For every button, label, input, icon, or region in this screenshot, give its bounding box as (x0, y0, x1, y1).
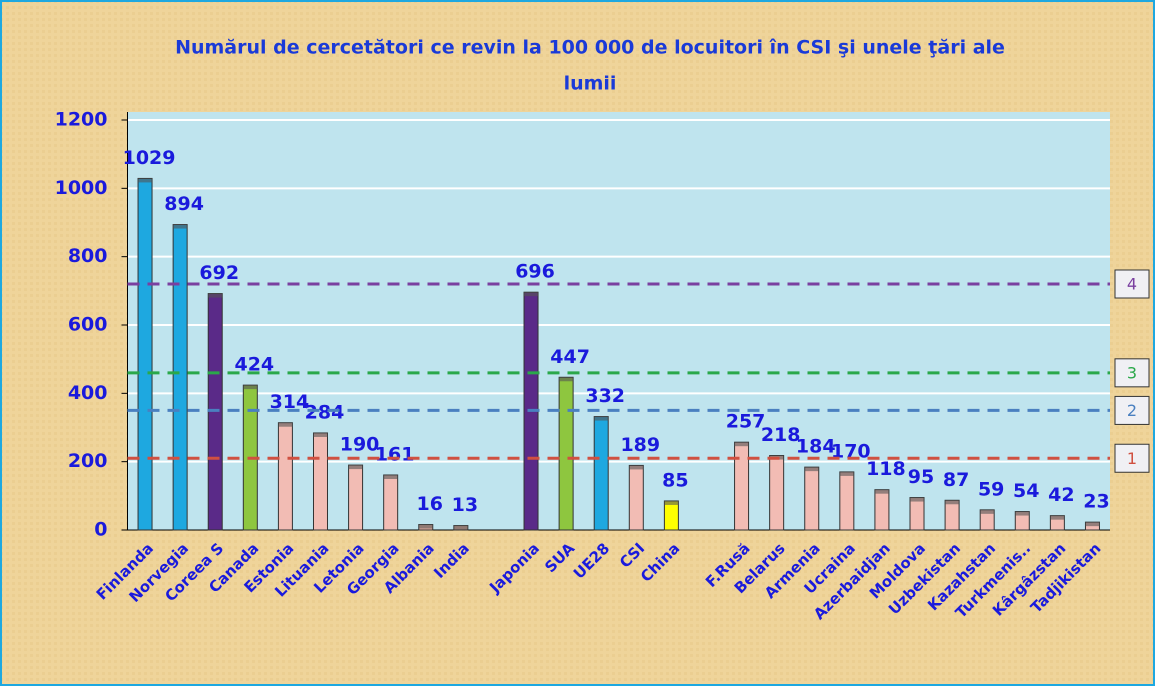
bar-cap (138, 178, 153, 183)
value-label: 54 (1013, 480, 1039, 502)
value-label: 95 (908, 466, 934, 488)
value-label: 692 (199, 262, 239, 284)
bar-cap (348, 465, 363, 470)
bar (277, 422, 293, 531)
value-label: 218 (761, 424, 801, 446)
reference-label: 1 (1127, 449, 1137, 468)
bar (874, 489, 890, 531)
bar (769, 455, 785, 531)
bar-cap (734, 442, 749, 447)
bar-cap (1015, 511, 1030, 516)
bar-cap (243, 385, 258, 390)
bar-cap (980, 509, 995, 514)
value-label: 170 (831, 440, 871, 462)
bar (137, 177, 153, 531)
value-label: 894 (164, 193, 204, 215)
bar (663, 500, 679, 531)
value-label: 696 (515, 261, 555, 283)
reference-box (1114, 443, 1150, 473)
value-label: 59 (978, 478, 1004, 500)
bar-cap (874, 489, 889, 494)
y-tick-label: 600 (68, 314, 108, 336)
bar (734, 441, 750, 531)
bar-cap (664, 500, 679, 505)
plot-area (127, 112, 1110, 530)
bar-cap (313, 432, 328, 437)
value-label: 16 (417, 493, 443, 515)
bar-cap (173, 224, 188, 229)
bar-cap (594, 416, 609, 421)
value-label: 314 (270, 391, 310, 413)
bar-cap (278, 422, 293, 427)
value-label: 87 (943, 469, 969, 491)
value-label: 447 (550, 346, 590, 368)
bar-cap (839, 471, 854, 476)
bar-cap (418, 524, 433, 529)
reference-box (1114, 358, 1150, 388)
value-label: 184 (796, 436, 836, 458)
bar-cap (208, 293, 223, 298)
value-label: 118 (866, 458, 906, 480)
value-label: 13 (452, 494, 478, 516)
bar (628, 464, 644, 531)
reference-label: 2 (1127, 401, 1137, 420)
bar-cap (524, 292, 539, 297)
y-tick-label: 1000 (55, 177, 108, 199)
bar (593, 416, 609, 531)
reference-box (1114, 269, 1150, 299)
bar (172, 224, 188, 531)
bar (348, 464, 364, 531)
value-label: 424 (234, 354, 274, 376)
bar-cap (629, 465, 644, 470)
bar-cap (1050, 515, 1065, 520)
reference-label: 3 (1127, 363, 1137, 382)
y-tick-label: 0 (94, 519, 107, 541)
bar (909, 497, 925, 531)
chart-title: lumii (564, 73, 617, 95)
reference-label: 4 (1127, 275, 1137, 294)
value-label: 1029 (123, 147, 176, 169)
bar-cap (945, 500, 960, 505)
value-label: 190 (340, 434, 380, 456)
bar-cap (383, 474, 398, 479)
value-label: 161 (375, 443, 415, 465)
bar-cap (1085, 522, 1100, 527)
bar-cap (910, 497, 925, 502)
bar (839, 471, 855, 531)
chart-title: Numărul de cercetători ce revin la 100 0… (175, 37, 1005, 59)
bar (383, 474, 399, 531)
bar (312, 432, 328, 531)
value-label: 332 (585, 385, 625, 407)
value-label: 284 (305, 401, 345, 423)
bar (804, 466, 820, 531)
y-tick-label: 1200 (55, 109, 108, 131)
y-tick-label: 400 (68, 382, 108, 404)
bar-cap (804, 467, 819, 472)
bar-cap (559, 377, 574, 382)
value-label: 257 (726, 411, 766, 433)
value-label: 189 (620, 434, 660, 456)
reference-box (1114, 395, 1150, 425)
bar (558, 376, 574, 531)
value-label: 42 (1048, 484, 1074, 506)
value-label: 85 (662, 469, 688, 491)
y-tick-label: 200 (68, 450, 108, 472)
bar-cap (453, 525, 468, 530)
value-label: 23 (1083, 491, 1109, 513)
bar (944, 499, 960, 531)
y-tick-label: 800 (68, 245, 108, 267)
